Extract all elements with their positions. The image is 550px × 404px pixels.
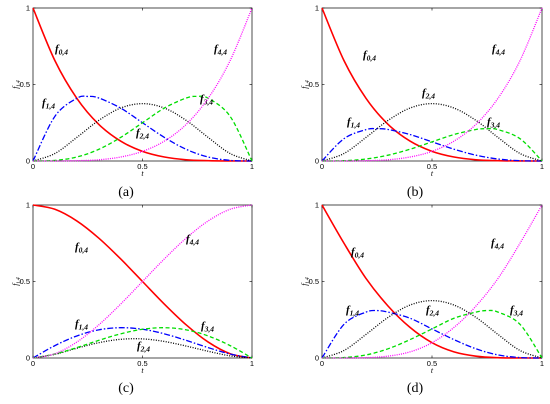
series-label-1-4: f1,4 xyxy=(75,318,88,332)
x-tick-label: 0.5 xyxy=(137,359,147,368)
series-line-3-4 xyxy=(32,327,253,359)
y-tick-label: 1 xyxy=(26,201,30,210)
series-line-3-4 xyxy=(32,95,253,162)
y-axis-label: fi,4 xyxy=(300,80,311,88)
panel-c: 00 0.5 0.5 1 1 t fi,4 f0,4 f1,4 f2,4 f3,4 f4,4 (c) xyxy=(11,201,254,397)
x-axis-label: t xyxy=(141,366,144,375)
x-tick-label: 1 xyxy=(250,162,254,171)
series-line-2-4 xyxy=(32,102,253,162)
series-label-2-4: f2,4 xyxy=(136,127,149,141)
panel-b: 00 0.5 0.5 1 1 t fi,4 f0,4 f1,4 f2,4 f3,4 f4,4 (b) xyxy=(300,4,544,201)
series-label-2-4: f2,4 xyxy=(422,87,435,101)
series-label-1-4: f1,4 xyxy=(42,97,55,111)
y-axis-label: fi,4 xyxy=(300,277,311,285)
series-label-0-4: f0,4 xyxy=(363,49,376,63)
y-tick-label: 1 xyxy=(315,201,319,210)
series-label-4-4: f4,4 xyxy=(491,237,504,251)
series-line-4-4 xyxy=(32,204,253,359)
series-label-1-4: f1,4 xyxy=(346,304,359,318)
series-line-0-4 xyxy=(321,7,543,162)
panel-caption: (d) xyxy=(407,381,424,396)
series-label-3-4: f3,4 xyxy=(200,93,213,107)
x-tick-label: 0 xyxy=(320,359,324,368)
series-line-3-4 xyxy=(321,309,543,359)
x-tick-label: 1 xyxy=(540,162,544,171)
x-tick-label: 0.5 xyxy=(427,359,437,368)
series-line-3-4 xyxy=(321,127,543,162)
y-tick-label: 0.5 xyxy=(309,277,319,286)
series-line-4-4 xyxy=(321,7,543,162)
series-label-4-4: f4,4 xyxy=(492,43,505,57)
y-tick-label: 0 xyxy=(315,157,319,166)
panel-caption: (c) xyxy=(118,381,134,396)
series-line-2-4 xyxy=(321,102,543,162)
series-label-1-4: f1,4 xyxy=(347,116,360,130)
x-tick-label: 0 xyxy=(31,359,35,368)
series-line-0-4 xyxy=(321,204,543,359)
series-label-0-4: f0,4 xyxy=(75,241,88,255)
series-line-1-4 xyxy=(321,309,543,359)
series-label-4-4: f4,4 xyxy=(186,233,199,247)
series-label-3-4: f3,4 xyxy=(201,320,214,334)
x-tick-label: 0.5 xyxy=(137,162,147,171)
y-tick-label: 0.5 xyxy=(20,277,30,286)
y-tick-label: 1 xyxy=(315,4,319,13)
series-line-1-4 xyxy=(321,127,543,162)
panel-d: 00 0.5 0.5 1 1 t fi,4 f0,4 f1,4 f2,4 f3,4 f4,4 (d) xyxy=(300,201,544,397)
x-tick-label: 1 xyxy=(250,359,254,368)
plot-frame xyxy=(321,7,543,162)
y-tick-label: 0.5 xyxy=(20,80,30,89)
series-line-2-4 xyxy=(32,338,253,359)
x-tick-label: 0.5 xyxy=(427,162,437,171)
x-axis-label: t xyxy=(431,366,434,375)
series-label-2-4: f2,4 xyxy=(137,340,150,354)
series-label-2-4: f2,4 xyxy=(426,304,439,318)
x-tick-label: 1 xyxy=(540,359,544,368)
x-tick-label: 0 xyxy=(31,162,35,171)
y-tick-label: 0.5 xyxy=(309,80,319,89)
y-tick-label: 1 xyxy=(26,4,30,13)
series-label-0-4: f0,4 xyxy=(351,246,364,260)
panel-caption: (a) xyxy=(118,185,134,200)
plot-frame xyxy=(321,204,543,359)
series-label-4-4: f4,4 xyxy=(214,43,227,57)
series-line-4-4 xyxy=(321,204,543,359)
y-tick-label: 0 xyxy=(26,157,30,166)
series-label-0-4: f0,4 xyxy=(55,43,68,57)
y-axis-label: fi,4 xyxy=(11,80,22,88)
y-tick-label: 0 xyxy=(26,354,30,363)
series-line-4-4 xyxy=(32,7,253,162)
series-line-1-4 xyxy=(32,95,253,162)
series-label-3-4: f3,4 xyxy=(487,116,500,130)
panel-a: 00 0.5 0.5 1 1 t fi,4 f0,4 f1,4 f2,4 f3,4 f4,4 (a) xyxy=(11,4,254,201)
panel-caption: (b) xyxy=(407,185,424,200)
x-axis-label: t xyxy=(431,169,434,178)
x-tick-label: 0 xyxy=(320,162,324,171)
y-tick-label: 0 xyxy=(315,354,319,363)
y-axis-label: fi,4 xyxy=(11,277,22,285)
series-label-3-4: f3,4 xyxy=(510,304,523,318)
x-axis-label: t xyxy=(141,169,144,178)
